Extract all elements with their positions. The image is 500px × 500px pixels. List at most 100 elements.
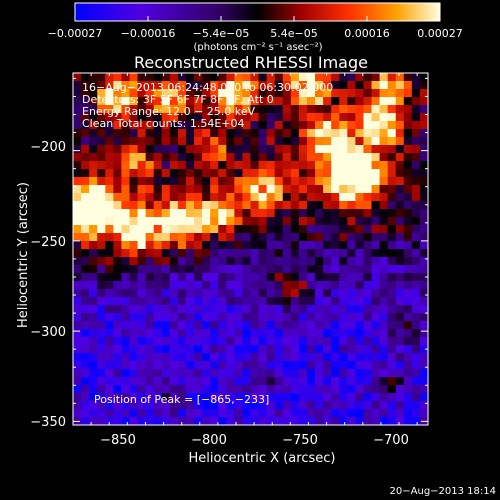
heatmap-cell — [81, 249, 90, 258]
heatmap-cell — [194, 409, 203, 418]
heatmap-cell — [234, 201, 243, 210]
heatmap-cell — [185, 185, 195, 194]
heatmap-cell — [89, 337, 98, 346]
heatmap-cell — [169, 321, 179, 330]
heatmap-cell — [202, 129, 211, 138]
heatmap-cell — [89, 241, 98, 250]
heatmap-cell — [315, 377, 324, 386]
heatmap-cell — [145, 361, 155, 370]
heatmap-cell — [315, 393, 324, 402]
heatmap-cell — [202, 209, 211, 218]
heatmap-cell — [145, 137, 155, 146]
heatmap-cell — [73, 265, 82, 274]
heatmap-cell — [298, 305, 308, 314]
heatmap-cell — [129, 169, 138, 178]
heatmap-cell — [121, 417, 130, 426]
heatmap-cell — [323, 273, 332, 282]
heatmap-cell — [129, 297, 138, 306]
heatmap-cell — [387, 225, 397, 234]
heatmap-cell — [315, 401, 324, 410]
heatmap-cell — [202, 329, 211, 338]
heatmap-cell — [274, 329, 284, 338]
heatmap-cell — [250, 313, 259, 322]
heatmap-cell — [129, 313, 138, 322]
heatmap-cell — [161, 105, 171, 114]
heatmap-cell — [315, 185, 324, 194]
heatmap-cell — [194, 169, 203, 178]
heatmap-cell — [282, 145, 292, 154]
heatmap-cell — [161, 177, 171, 186]
heatmap-cell — [161, 113, 171, 122]
heatmap-cell — [97, 225, 106, 234]
heatmap-cell — [210, 193, 219, 202]
heatmap-cell — [145, 97, 155, 106]
heatmap-cell — [210, 241, 219, 250]
heatmap-cell — [298, 289, 308, 298]
heatmap-cell — [153, 377, 163, 386]
heatmap-cell — [290, 169, 300, 178]
heatmap-cell — [129, 393, 138, 402]
heatmap-cell — [282, 337, 292, 346]
heatmap-cell — [371, 281, 380, 290]
heatmap-cell — [411, 289, 421, 298]
heatmap-cell — [121, 361, 130, 370]
heatmap-cell — [355, 289, 364, 298]
heatmap-cell — [89, 97, 98, 106]
heatmap-cell — [250, 273, 259, 282]
heatmap-cell — [331, 153, 340, 162]
heatmap-cell — [97, 209, 106, 218]
heatmap-cell — [242, 161, 251, 170]
heatmap-cell — [185, 385, 195, 394]
heatmap-cell — [306, 145, 316, 154]
heatmap-cell — [371, 265, 380, 274]
heatmap-cell — [403, 145, 413, 154]
heatmap-cell — [202, 417, 211, 426]
heatmap-cell — [347, 129, 356, 138]
heatmap-cell — [153, 281, 163, 290]
heatmap-cell — [298, 81, 308, 90]
heatmap-cell — [194, 177, 203, 186]
heatmap-cell — [355, 97, 364, 106]
heatmap-cell — [411, 305, 421, 314]
heatmap-cell — [347, 81, 356, 90]
heatmap-cell — [113, 241, 122, 250]
heatmap-cell — [89, 113, 98, 122]
heatmap-cell — [419, 209, 429, 218]
heatmap-cell — [339, 297, 348, 306]
heatmap-cell — [258, 329, 268, 338]
heatmap-cell — [234, 281, 243, 290]
heatmap-cell — [97, 129, 106, 138]
heatmap-cell — [81, 145, 90, 154]
heatmap-cell — [290, 129, 300, 138]
heatmap-cell — [282, 393, 292, 402]
heatmap-cell — [105, 105, 114, 114]
heatmap-cell — [234, 249, 243, 258]
heatmap-cell — [395, 393, 405, 402]
heatmap-cell — [250, 385, 259, 394]
heatmap-cell — [363, 145, 372, 154]
heatmap-cell — [226, 377, 235, 386]
heatmap-cell — [105, 281, 114, 290]
heatmap-cell — [339, 153, 348, 162]
heatmap-cell — [395, 177, 405, 186]
heatmap-cell — [363, 217, 372, 226]
heatmap-cell — [355, 265, 364, 274]
heatmap-cell — [242, 273, 251, 282]
heatmap-cell — [282, 297, 292, 306]
heatmap-cell — [355, 113, 364, 122]
heatmap-cell — [185, 129, 195, 138]
heatmap-cell — [81, 153, 90, 162]
heatmap-cell — [73, 249, 82, 258]
heatmap-cell — [371, 273, 380, 282]
heatmap-cell — [242, 417, 251, 426]
heatmap-cell — [153, 249, 163, 258]
heatmap-cell — [169, 273, 179, 282]
heatmap-cell — [185, 313, 195, 322]
heatmap-cell — [153, 169, 163, 178]
heatmap-cell — [129, 153, 138, 162]
heatmap-cell — [290, 361, 300, 370]
heatmap-cell — [105, 361, 114, 370]
heatmap-cell — [290, 137, 300, 146]
heatmap-cell — [113, 281, 122, 290]
heatmap-cell — [210, 345, 219, 354]
